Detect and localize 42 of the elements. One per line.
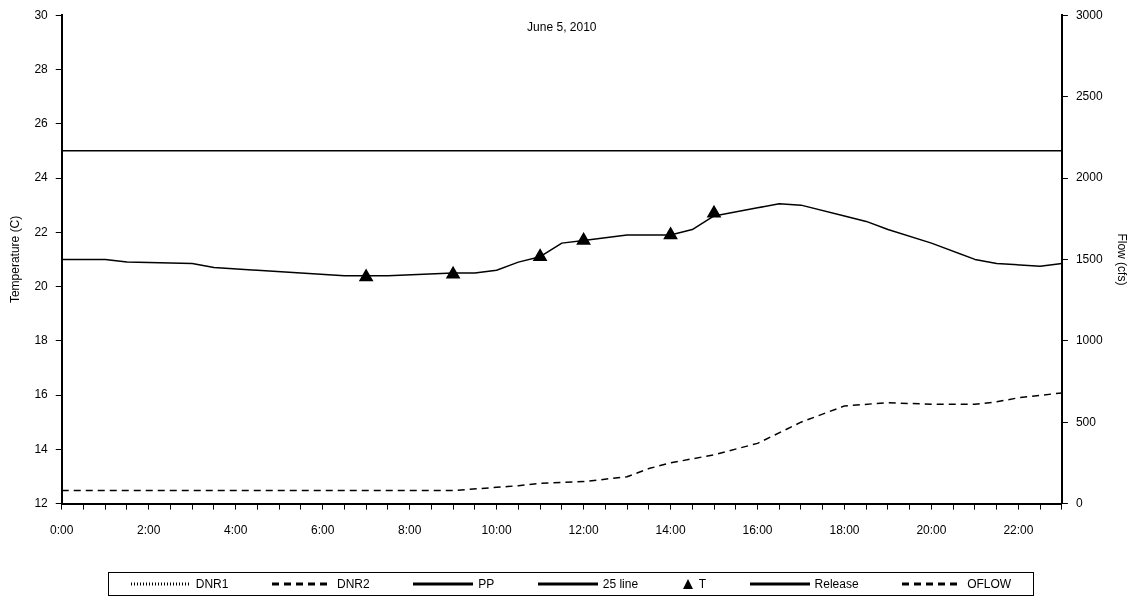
legend-label: DNR1 bbox=[195, 577, 229, 591]
y2-tick-label: 1500 bbox=[1075, 251, 1103, 266]
y-tick-label: 24 bbox=[34, 170, 49, 185]
x-tick-label: 10:00 bbox=[481, 523, 512, 538]
legend-label: DNR2 bbox=[336, 577, 370, 591]
y2-tick-label: 2500 bbox=[1075, 88, 1103, 103]
legend-label: OFLOW bbox=[967, 577, 1012, 591]
legend-label: 25 line bbox=[602, 577, 639, 591]
point bbox=[446, 266, 460, 279]
x-tick-label: 2:00 bbox=[137, 523, 161, 538]
y-tick-label: 28 bbox=[34, 61, 49, 76]
x-tick-label: 8:00 bbox=[397, 523, 422, 538]
y-axis-title: Temperature (C) bbox=[7, 215, 22, 304]
legend-label: T bbox=[698, 577, 707, 591]
x-tick-label: 14:00 bbox=[655, 523, 686, 538]
x-tick-label: 18:00 bbox=[829, 523, 860, 538]
y2-tick-label: 500 bbox=[1075, 414, 1097, 429]
legend-label: PP bbox=[478, 577, 495, 591]
y-tick-label: 20 bbox=[34, 278, 49, 293]
y2-tick-label: 3000 bbox=[1075, 7, 1103, 22]
x-tick-label: 16:00 bbox=[742, 523, 773, 538]
y2-axis-title: Flow (cfs) bbox=[1115, 233, 1130, 286]
y-tick-label: 16 bbox=[34, 387, 49, 402]
y2-tick-label: 0 bbox=[1075, 495, 1083, 510]
x-tick-label: 0:00 bbox=[50, 523, 74, 538]
point bbox=[707, 205, 721, 218]
x-tick-label: 22:00 bbox=[1003, 523, 1034, 538]
text: June 5, 2010 bbox=[527, 19, 597, 34]
y-tick-label: 12 bbox=[34, 495, 49, 510]
y-tick-label: 26 bbox=[34, 116, 49, 131]
x-tick-label: 6:00 bbox=[310, 523, 335, 538]
y2-tick-label: 2000 bbox=[1075, 170, 1103, 185]
point bbox=[576, 232, 591, 245]
legend-label: Release bbox=[814, 577, 859, 591]
y-tick-label: 22 bbox=[34, 224, 49, 239]
y-tick-label: 14 bbox=[34, 441, 49, 456]
y-tick-label: 30 bbox=[34, 7, 49, 22]
y2-tick-label: 1000 bbox=[1075, 333, 1103, 348]
y-tick-label: 18 bbox=[34, 333, 49, 348]
x-tick-label: 4:00 bbox=[224, 523, 248, 538]
x-tick-label: 20:00 bbox=[916, 523, 947, 538]
x-tick-label: 12:00 bbox=[568, 523, 599, 538]
